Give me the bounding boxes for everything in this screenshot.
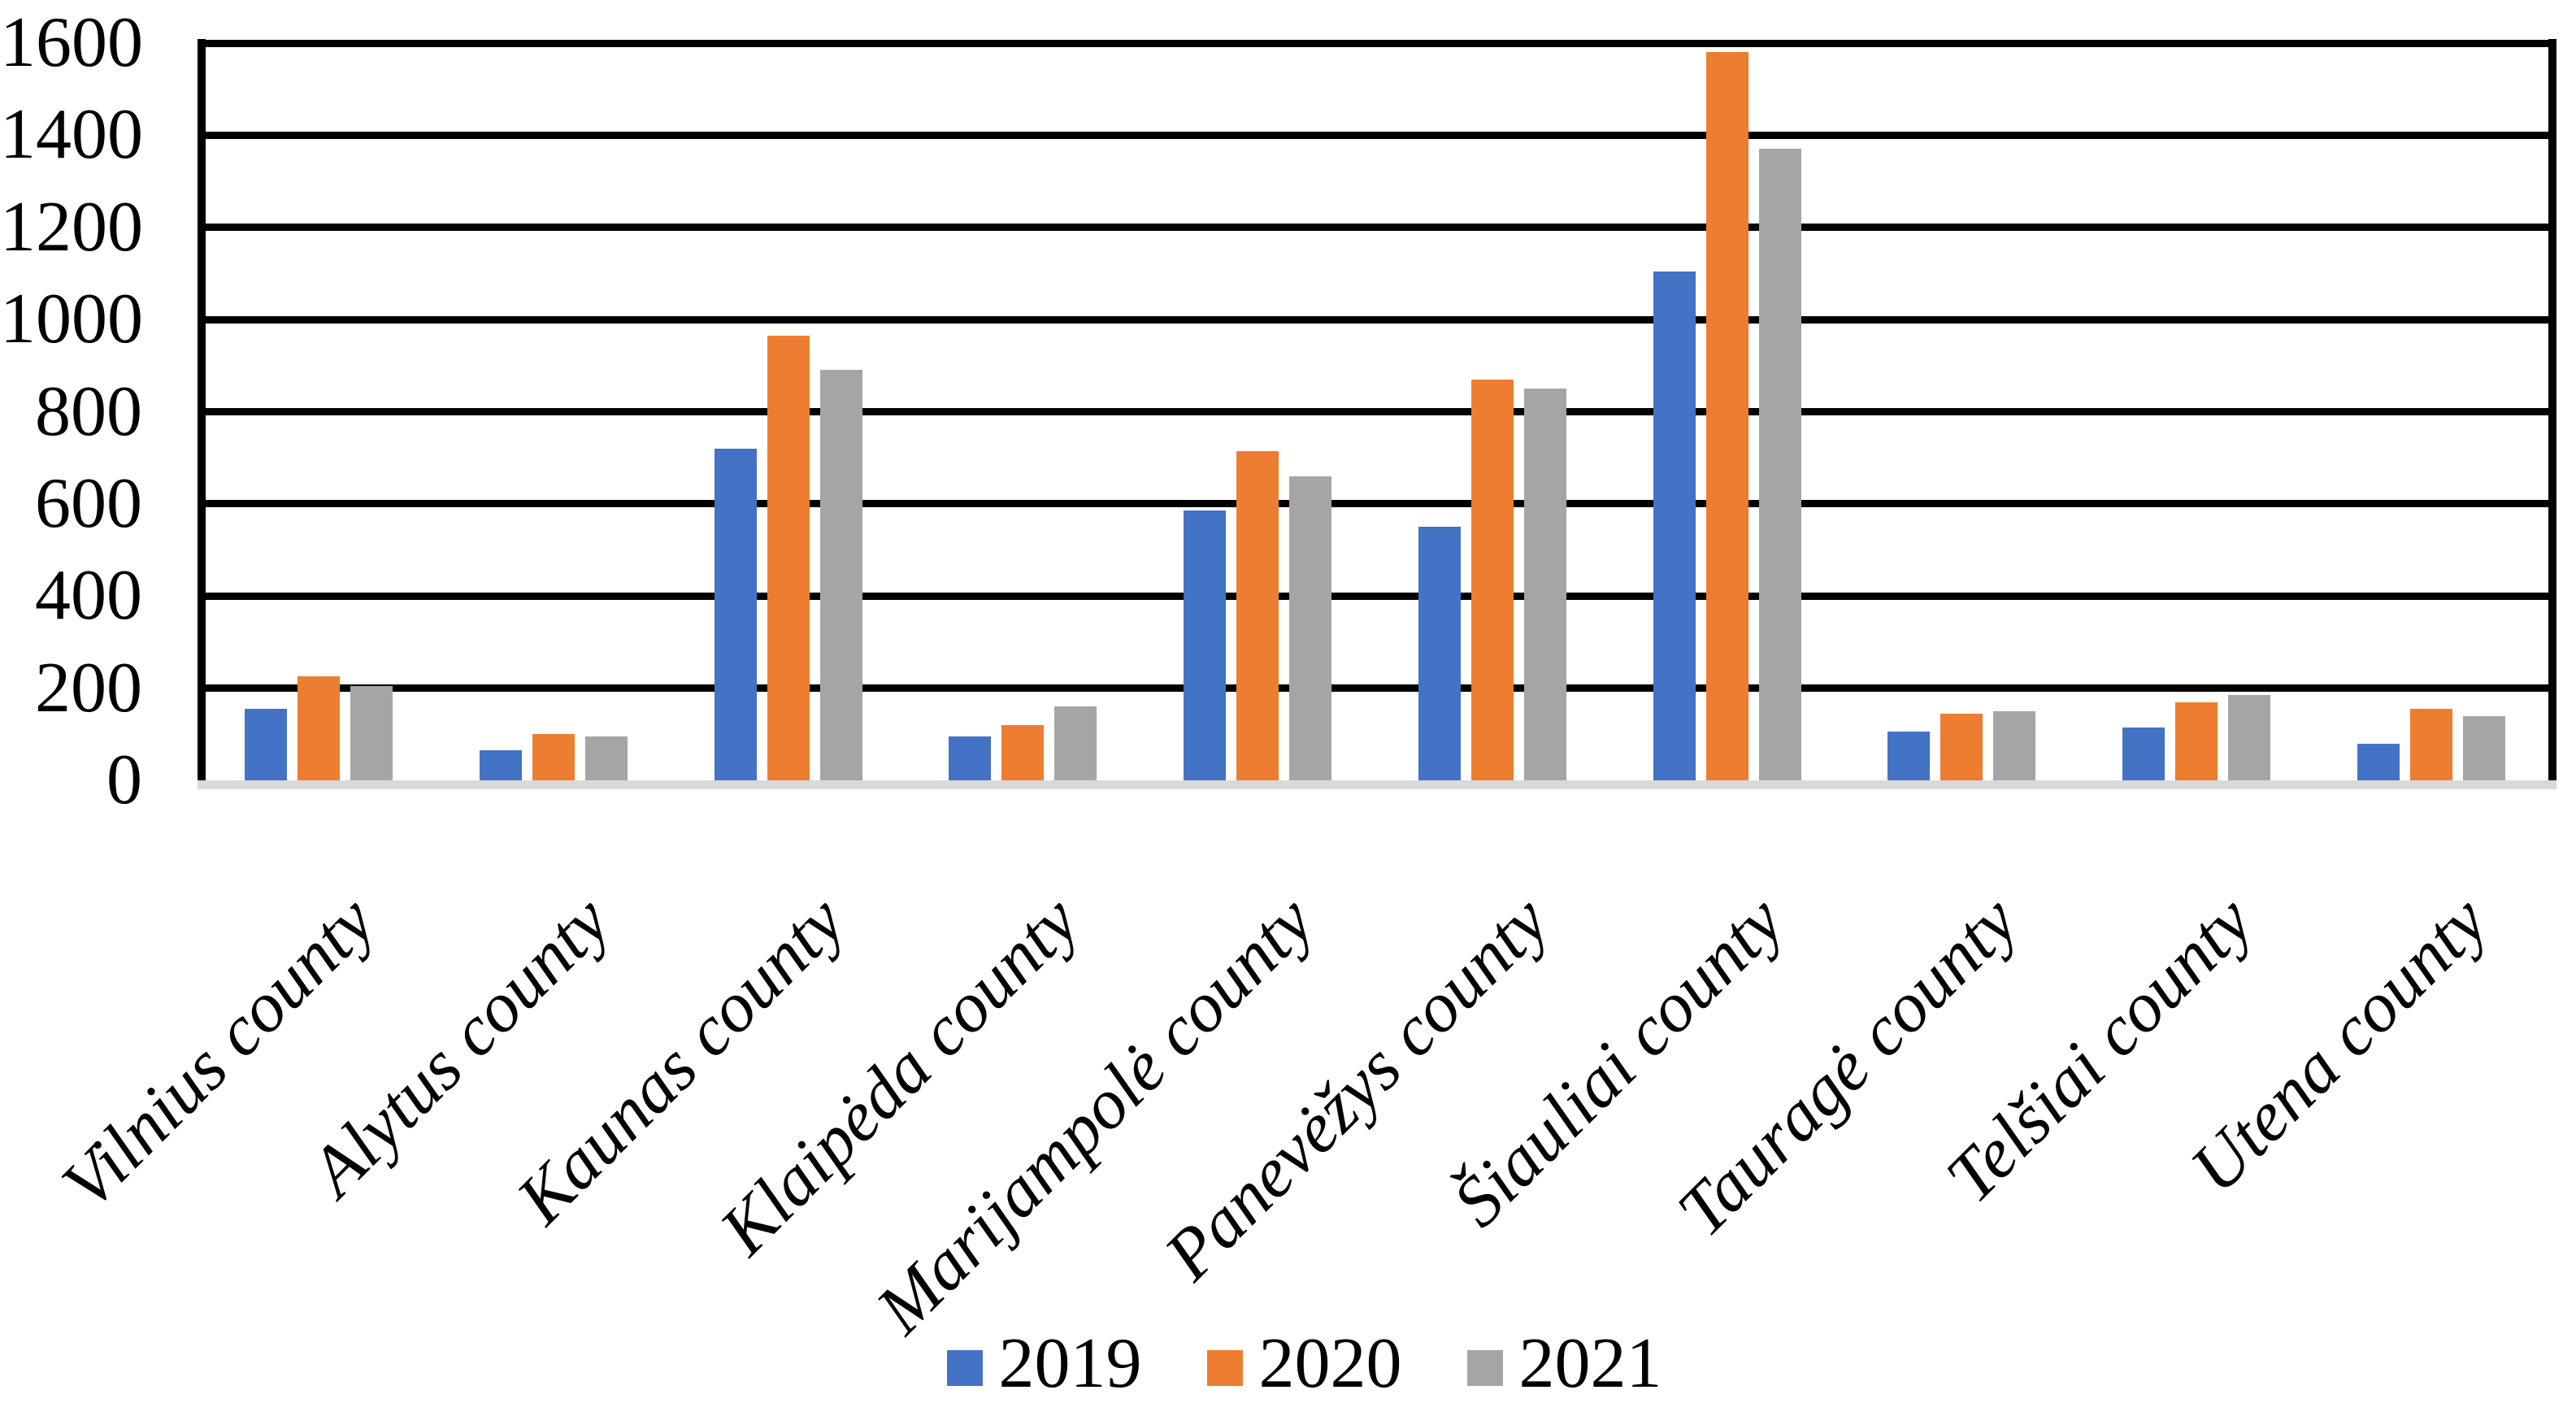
bar-2020 — [1001, 724, 1045, 780]
legend: 2019 2020 2021 — [0, 1325, 2576, 1403]
bar-2019 — [2357, 743, 2400, 780]
bar-2019 — [1653, 271, 1696, 780]
x-axis-line — [198, 780, 2556, 789]
y-tick-label: 1000 — [0, 280, 143, 359]
bar-2019 — [480, 750, 523, 780]
legend-item: 2020 — [1206, 1324, 1402, 1403]
gridline — [198, 39, 2556, 47]
bar-2019 — [1887, 732, 1931, 780]
bar-2020 — [1940, 713, 1983, 780]
y-tick-label: 1600 — [0, 3, 143, 82]
bar-2020 — [1470, 379, 1514, 780]
y-tick-label: 800 — [35, 371, 142, 451]
bar-2019 — [1418, 527, 1461, 780]
bar-2020 — [532, 734, 576, 780]
bar-2021 — [1289, 476, 1332, 780]
bar-2019 — [2122, 727, 2165, 780]
y-tick-label: 0 — [106, 741, 142, 819]
bar-2019 — [949, 736, 992, 780]
gridline — [198, 592, 2556, 600]
bar-2020 — [2174, 702, 2218, 780]
gridline — [198, 131, 2556, 139]
bar-2021 — [2227, 695, 2270, 780]
gridline — [198, 315, 2556, 324]
y-axis-line — [198, 39, 206, 788]
bar-2021 — [1993, 710, 2036, 780]
y-tick-label: 1200 — [0, 187, 143, 267]
bar-2021 — [350, 685, 393, 780]
y-tick-label: 400 — [35, 556, 142, 636]
bar-2021 — [2462, 715, 2505, 780]
legend-label: 2021 — [1518, 1324, 1662, 1403]
y-tick-label: 1400 — [0, 95, 143, 175]
gridline — [198, 224, 2556, 232]
bar-2021 — [1758, 149, 1801, 780]
bar-2021 — [1054, 706, 1097, 780]
y-tick-label: 600 — [35, 463, 142, 543]
bar-2020 — [298, 676, 341, 780]
gridline — [198, 500, 2556, 508]
legend-item: 2019 — [946, 1324, 1142, 1403]
bar-2021 — [1523, 389, 1566, 780]
plot-right-border — [2548, 39, 2556, 788]
bar-2019 — [714, 448, 757, 780]
gridline — [198, 408, 2556, 415]
bar-2021 — [819, 370, 862, 780]
bar-2020 — [767, 335, 810, 780]
bar-2021 — [585, 736, 628, 780]
legend-label: 2020 — [1258, 1324, 1402, 1403]
y-tick-label: 200 — [35, 648, 142, 728]
gridline — [198, 684, 2556, 693]
legend-swatch-2021 — [1466, 1350, 1503, 1386]
legend-swatch-2020 — [1206, 1350, 1243, 1386]
legend-label: 2019 — [998, 1324, 1142, 1403]
bar-2019 — [1184, 510, 1227, 780]
legend-item: 2021 — [1466, 1324, 1662, 1403]
bar-2020 — [2409, 709, 2452, 780]
bar-2020 — [1705, 52, 1748, 780]
bar-2020 — [1236, 450, 1279, 780]
bar-2019 — [245, 709, 288, 780]
legend-swatch-2019 — [946, 1350, 983, 1386]
